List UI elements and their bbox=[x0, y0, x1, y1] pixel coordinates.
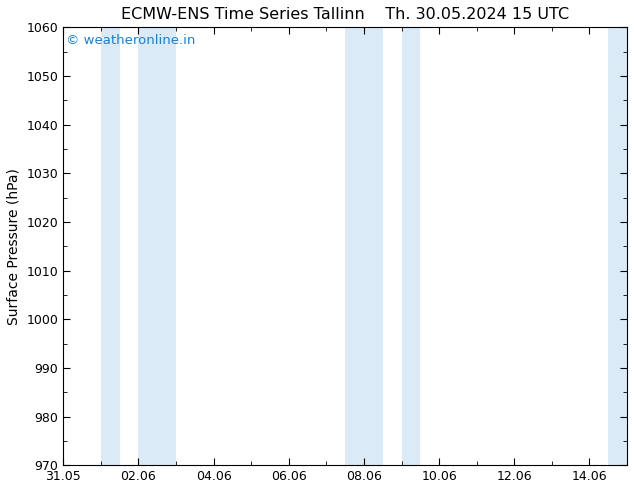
Bar bbox=[608, 27, 634, 465]
Bar bbox=[345, 27, 383, 465]
Bar bbox=[138, 27, 176, 465]
Text: © weatheronline.in: © weatheronline.in bbox=[66, 34, 195, 47]
Bar bbox=[101, 27, 120, 465]
Bar bbox=[401, 27, 420, 465]
Y-axis label: Surface Pressure (hPa): Surface Pressure (hPa) bbox=[7, 168, 21, 325]
Title: ECMW-ENS Time Series Tallinn    Th. 30.05.2024 15 UTC: ECMW-ENS Time Series Tallinn Th. 30.05.2… bbox=[121, 7, 569, 22]
